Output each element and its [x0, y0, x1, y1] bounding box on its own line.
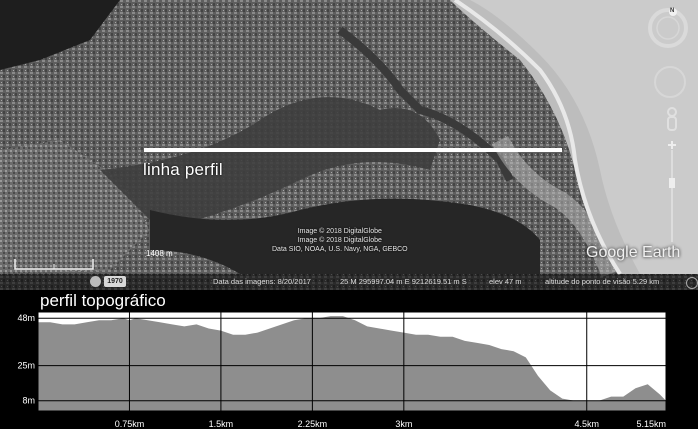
- zoom-slider[interactable]: [669, 150, 675, 242]
- compass-ring[interactable]: N: [646, 6, 690, 50]
- status-indicator-icon: [686, 277, 698, 289]
- elevation-readout: elev 47 m: [489, 277, 522, 286]
- status-bar: Data das imagens: 8/20/2017 25 M 295997.…: [0, 274, 698, 290]
- eye-altitude-readout: altitude do ponto de visão 5.29 km: [545, 277, 660, 286]
- x-tick-label: 1.5km: [209, 419, 234, 429]
- look-joystick[interactable]: [652, 64, 688, 100]
- y-tick-label: 25m: [17, 361, 35, 371]
- earth-view[interactable]: linha perfil Image © 2018 DigitalGlobe I…: [0, 0, 698, 290]
- street-view-pegman-icon[interactable]: [665, 106, 679, 132]
- scale-label: 1408 m: [146, 249, 173, 258]
- plot-frame: [37, 311, 667, 412]
- y-tick-label: 48m: [17, 313, 35, 323]
- imagery-credits: Image © 2018 DigitalGlobe Image © 2018 D…: [272, 228, 408, 253]
- x-tick-label: 0.75km: [115, 419, 145, 429]
- north-label: N: [670, 8, 675, 14]
- elevation-area: [38, 316, 666, 411]
- google-earth-logo: Google Earth: [586, 244, 681, 261]
- satellite-imagery: [0, 0, 698, 290]
- x-tick-label: 5.15km: [636, 419, 666, 429]
- profile-line-label: linha perfil: [143, 160, 223, 179]
- imagery-date: Data das imagens: 8/20/2017: [213, 277, 311, 286]
- x-tick-label: 4.5km: [574, 419, 599, 429]
- zoom-out-button[interactable]: [664, 240, 680, 250]
- x-tick-label: 3km: [395, 419, 412, 429]
- elevation-profile-chart[interactable]: 48m 25m 8m 0.75km 1.5km 2.25km 3km 4.5km 5.15km: [0, 290, 698, 429]
- zoom-in-button[interactable]: [664, 138, 680, 150]
- x-tick-label: 2.25km: [298, 419, 328, 429]
- y-tick-label: 8m: [22, 396, 35, 406]
- elevation-profile-panel: perfil topográfico 48m 25m 8m 0.75km 1.5km 2.…: [0, 290, 698, 429]
- clock-icon[interactable]: [90, 276, 101, 287]
- historical-imagery-button[interactable]: 1970: [104, 276, 126, 287]
- scale-bar: [14, 257, 94, 271]
- coordinates-readout: 25 M 295997.04 m E 9212619.51 m S: [340, 277, 467, 286]
- profile-title: perfil topográfico: [40, 291, 166, 310]
